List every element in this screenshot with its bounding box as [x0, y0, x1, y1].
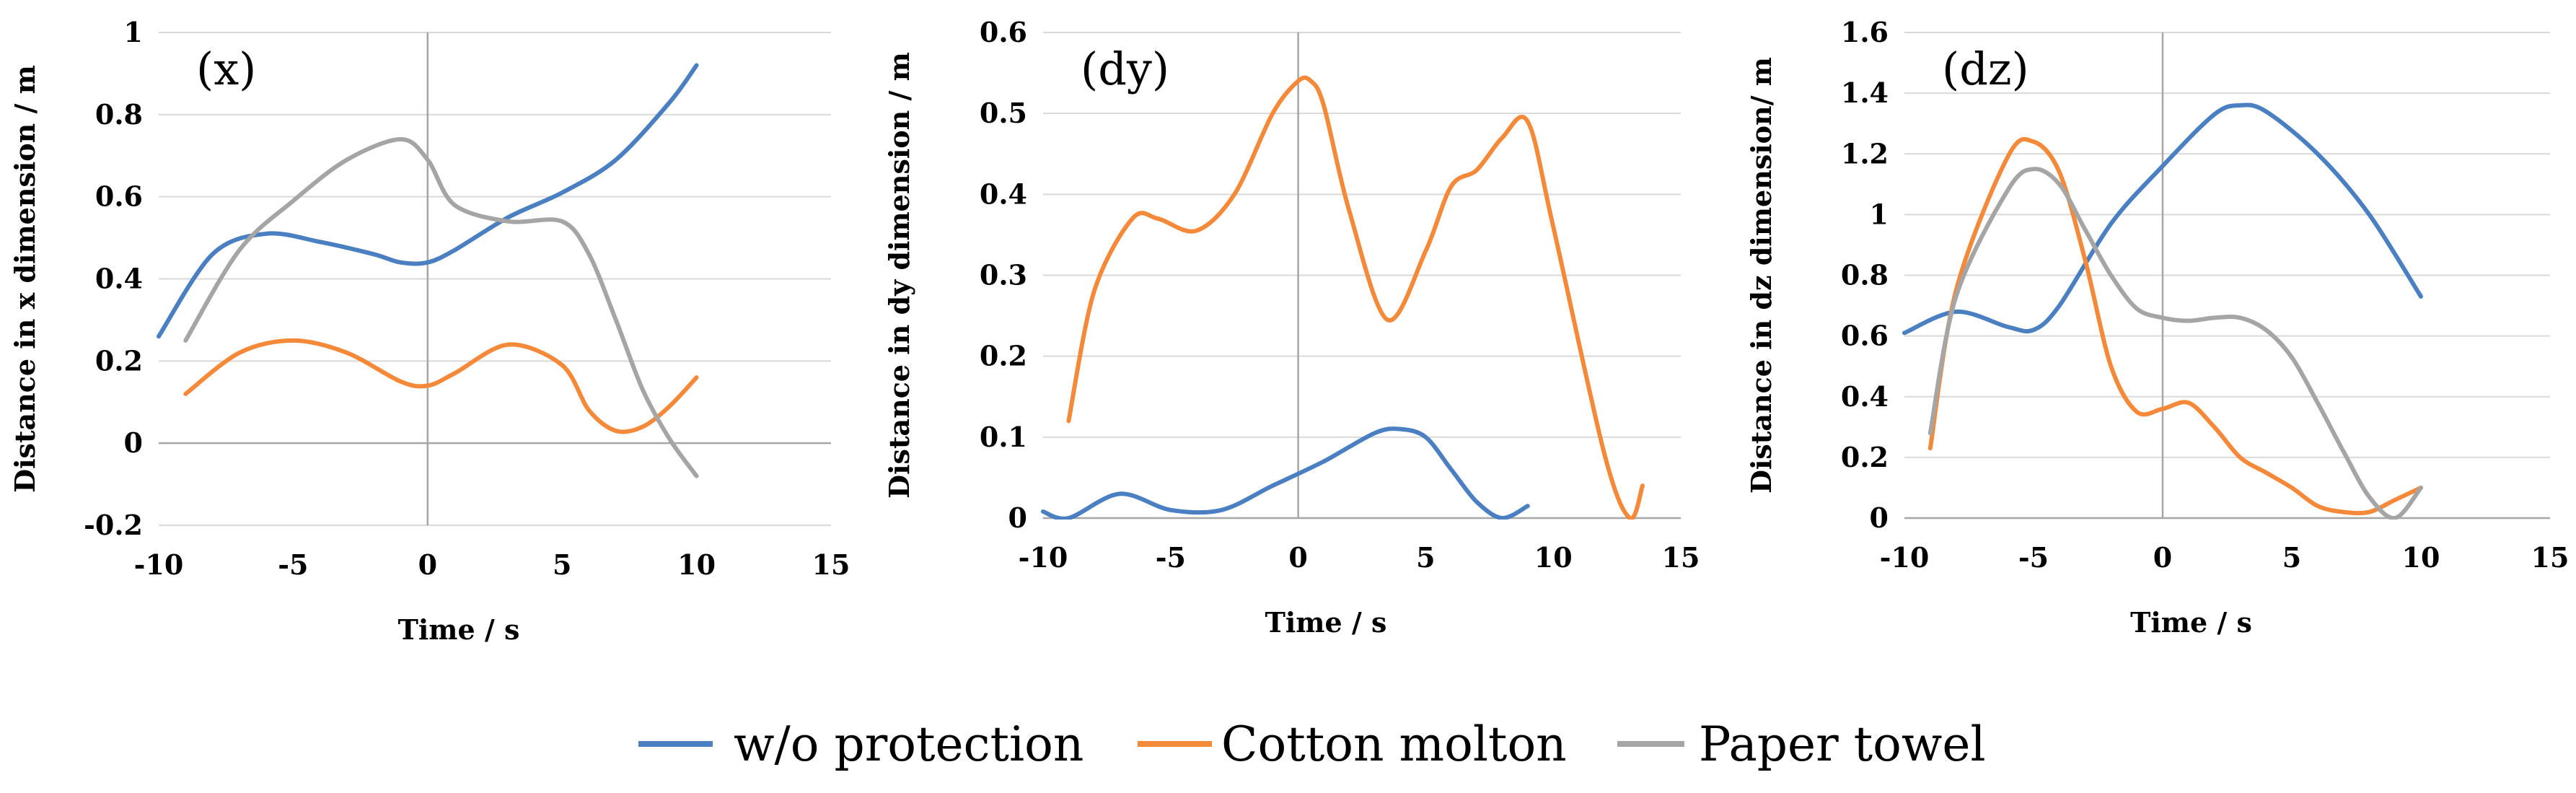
- y-tick-label: 0.6: [95, 180, 143, 213]
- x-tick-label: -5: [1156, 541, 1186, 574]
- x-tick-label: 5: [1416, 541, 1435, 574]
- x-tick-label: 5: [553, 548, 571, 581]
- legend-label: Cotton molton: [1221, 717, 1567, 772]
- series-line-cotton-molton: [1066, 75, 1645, 520]
- y-tick-label: 0.6: [980, 16, 1027, 48]
- x-tick-label: 0: [2153, 541, 2172, 574]
- y-axis-title: Distance in dy dimension / m: [883, 52, 915, 499]
- panel-label: (dz): [1942, 43, 2029, 95]
- x-tick-label: -5: [2018, 541, 2049, 574]
- y-tick-label: 1.6: [1841, 16, 1889, 48]
- x-tick-label: -5: [278, 548, 308, 581]
- series-line-paper-towel: [183, 137, 699, 478]
- x-tick-label: 5: [2282, 541, 2301, 574]
- y-tick-label: 0.2: [95, 344, 143, 377]
- y-tick-label: 0: [1008, 501, 1027, 534]
- chart-panel-dy: 0 0.1 0.2 0.3 0.4 0.5 0.6 -10 -5 0 5 10 15 Time / s Di…: [883, 16, 1700, 639]
- series-line-paper-towel: [1927, 167, 2423, 520]
- series-line-w-o-protection: [1902, 102, 2423, 336]
- legend: w/o protection Cotton molton Paper towel: [638, 717, 1986, 772]
- x-tick-label: 10: [677, 548, 716, 581]
- x-tick-label: 10: [1534, 541, 1573, 574]
- y-tick-label: 0.8: [1841, 259, 1889, 292]
- y-tick-label: 0: [124, 426, 143, 459]
- x-tick-label: 0: [1288, 541, 1307, 574]
- x-tick-label: -10: [1019, 541, 1068, 574]
- y-tick-label: 0.4: [1841, 380, 1889, 413]
- legend-item-cotton-molton: Cotton molton: [1138, 717, 1567, 772]
- series-line-w-o-protection: [1041, 426, 1530, 520]
- y-tick-label: 1: [124, 16, 143, 48]
- x-axis-title: Time / s: [2130, 606, 2252, 639]
- y-axis-title: Distance in dz dimension/ m: [1745, 57, 1777, 494]
- x-tick-label: 15: [2531, 541, 2570, 574]
- x-tick-label: 0: [418, 548, 437, 581]
- y-tick-label: 0.5: [980, 97, 1027, 129]
- y-tick-label: 0.4: [980, 178, 1027, 210]
- x-tick-label: -10: [1880, 541, 1930, 574]
- y-tick-label: 1: [1870, 198, 1889, 230]
- y-tick-label: 1.4: [1841, 76, 1889, 109]
- x-tick-label: -10: [134, 548, 184, 581]
- legend-label: Paper towel: [1699, 717, 1986, 772]
- x-axis-title: Time / s: [1265, 606, 1387, 639]
- x-tick-label: 10: [2402, 541, 2440, 574]
- x-tick-label: 15: [812, 548, 850, 581]
- series-line-cotton-molton: [183, 338, 699, 434]
- legend-item-w-o-protection: w/o protection: [638, 717, 1083, 772]
- y-tick-label: 0.4: [95, 263, 143, 295]
- chart-panel-dz: 0 0.2 0.4 0.6 0.8 1 1.2 1.4 1.6 -10 -5 0 5 10 15 Time /…: [1745, 16, 2569, 639]
- panel-label: (dy): [1081, 43, 1169, 95]
- y-tick-label: 0.6: [1841, 320, 1889, 352]
- y-tick-label: 1.2: [1841, 137, 1889, 170]
- series-line-cotton-molton: [1927, 136, 2423, 516]
- y-tick-label: 0: [1870, 501, 1889, 534]
- y-tick-label: 0.2: [980, 340, 1027, 372]
- y-tick-label: -0.2: [84, 509, 143, 541]
- y-tick-label: 0.3: [980, 259, 1027, 292]
- y-tick-label: 0.8: [95, 98, 143, 131]
- chart-panel-x: -0.2 0 0.2 0.4 0.6 0.8 1 -10 -5 0 5 10 15 Time / s Dis…: [9, 16, 850, 646]
- legend-label: w/o protection: [734, 717, 1083, 772]
- y-axis-title: Distance in x dimension / m: [9, 65, 41, 493]
- x-axis-title: Time / s: [398, 613, 520, 646]
- y-tick-label: 0.1: [980, 421, 1027, 453]
- panel-label: (x): [196, 43, 256, 95]
- legend-item-paper-towel: Paper towel: [1617, 717, 1986, 772]
- y-tick-label: 0.2: [1841, 441, 1889, 473]
- x-tick-label: 15: [1662, 541, 1700, 574]
